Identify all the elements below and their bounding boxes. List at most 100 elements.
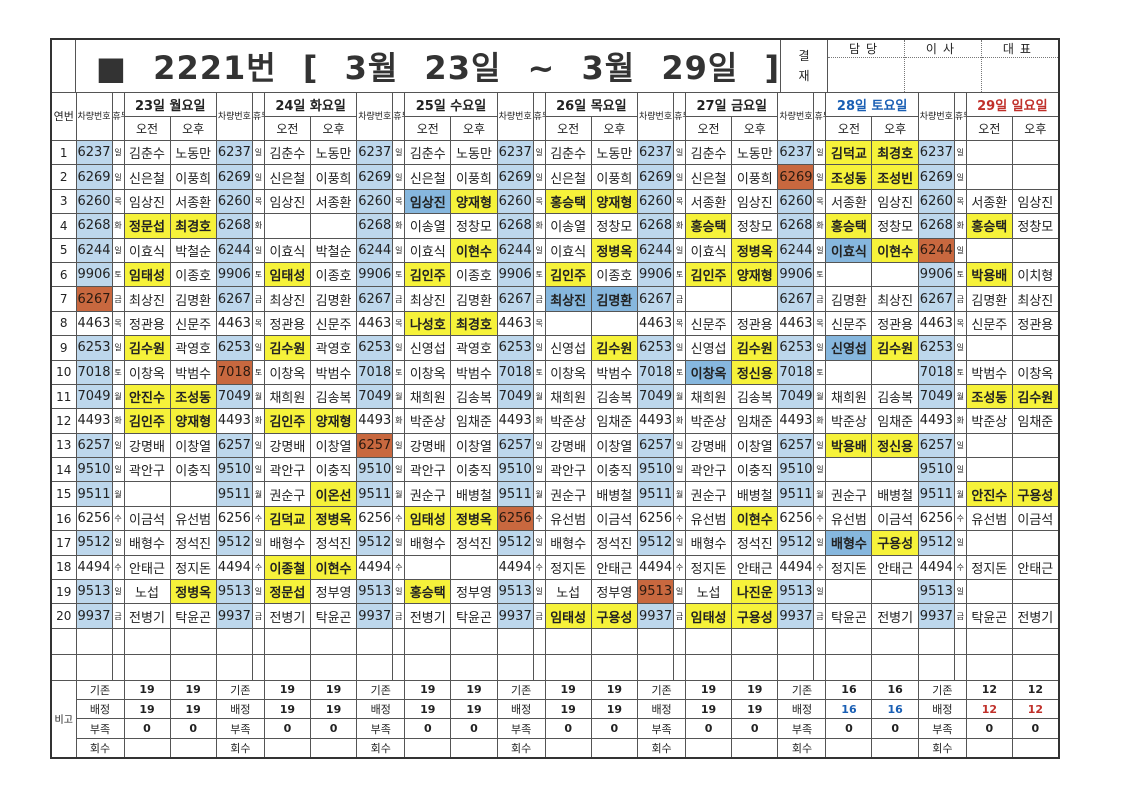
empty-cell[interactable] <box>1011 627 1060 655</box>
pm-driver[interactable]: 임채준 <box>450 408 498 434</box>
pm-driver[interactable]: 정석진 <box>309 530 358 556</box>
pm-driver[interactable]: 유선범 <box>169 505 217 532</box>
am-driver[interactable] <box>825 579 873 605</box>
empty-cell[interactable] <box>215 653 253 681</box>
empty-cell[interactable] <box>917 653 955 681</box>
am-driver[interactable]: 노섭 <box>544 579 592 605</box>
am-driver[interactable]: 김수원 <box>263 335 311 361</box>
empty-cell[interactable] <box>637 653 675 681</box>
pm-driver[interactable]: 구용성 <box>731 603 779 629</box>
am-driver[interactable]: 정지돈 <box>825 554 873 581</box>
am-driver[interactable] <box>965 530 1013 556</box>
am-driver[interactable]: 곽안구 <box>544 457 592 483</box>
am-driver[interactable]: 이효식 <box>123 237 171 263</box>
am-driver[interactable]: 홍승택 <box>685 213 733 239</box>
am-driver[interactable]: 신영섭 <box>825 335 873 361</box>
am-driver[interactable]: 신은철 <box>123 164 171 190</box>
pm-driver[interactable]: 정창모 <box>450 213 498 239</box>
am-driver[interactable]: 홍승택 <box>825 213 873 239</box>
pm-driver[interactable]: 이충직 <box>590 457 639 483</box>
am-driver[interactable]: 신은철 <box>544 164 592 190</box>
pm-driver[interactable]: 안태근 <box>590 554 639 581</box>
am-driver[interactable]: 신문주 <box>685 310 733 337</box>
pm-driver[interactable]: 정창모 <box>871 213 919 239</box>
pm-driver[interactable]: 정병옥 <box>731 237 779 263</box>
am-driver[interactable]: 이종철 <box>263 554 311 581</box>
pm-driver[interactable]: 안태근 <box>871 554 919 581</box>
pm-driver[interactable] <box>1011 579 1060 605</box>
pm-driver[interactable]: 최상진 <box>1011 286 1060 312</box>
am-driver[interactable]: 전병기 <box>263 603 311 629</box>
pm-driver[interactable]: 정관용 <box>731 310 779 337</box>
pm-driver[interactable]: 노동만 <box>590 139 639 166</box>
am-driver[interactable]: 박준상 <box>404 408 452 434</box>
empty-cell[interactable] <box>871 653 919 681</box>
pm-driver[interactable]: 정창모 <box>590 213 639 239</box>
empty-cell[interactable] <box>169 653 217 681</box>
am-driver[interactable]: 홍승택 <box>544 188 592 215</box>
empty-cell[interactable] <box>123 653 171 681</box>
pm-driver[interactable]: 정병옥 <box>309 505 358 532</box>
pm-driver[interactable]: 이현수 <box>450 237 498 263</box>
am-driver[interactable]: 임태성 <box>123 261 171 288</box>
pm-driver[interactable]: 조성빈 <box>871 164 919 190</box>
empty-cell[interactable] <box>544 627 592 655</box>
am-driver[interactable]: 배형수 <box>825 530 873 556</box>
pm-driver[interactable]: 곽영호 <box>450 335 498 361</box>
am-driver[interactable]: 신은철 <box>404 164 452 190</box>
am-driver[interactable]: 이효식 <box>263 237 311 263</box>
pm-driver[interactable]: 노동만 <box>169 139 217 166</box>
am-driver[interactable]: 임태성 <box>544 603 592 629</box>
am-driver[interactable] <box>965 432 1013 459</box>
pm-driver[interactable] <box>871 261 919 288</box>
empty-cell[interactable] <box>392 627 406 655</box>
am-driver[interactable]: 채희원 <box>685 383 733 410</box>
pm-driver[interactable]: 박범수 <box>450 359 498 385</box>
am-driver[interactable]: 조성동 <box>825 164 873 190</box>
empty-cell[interactable] <box>263 653 311 681</box>
am-driver[interactable]: 박준상 <box>685 408 733 434</box>
am-driver[interactable]: 서종환 <box>965 188 1013 215</box>
empty-cell[interactable] <box>50 627 77 655</box>
am-driver[interactable]: 홍승택 <box>404 579 452 605</box>
pm-driver[interactable]: 이종호 <box>450 261 498 288</box>
empty-cell[interactable] <box>309 627 358 655</box>
am-driver[interactable]: 배형수 <box>685 530 733 556</box>
pm-driver[interactable]: 김송복 <box>309 383 358 410</box>
am-driver[interactable]: 노섭 <box>685 579 733 605</box>
pm-driver[interactable]: 김수원 <box>731 335 779 361</box>
pm-driver[interactable] <box>1011 237 1060 263</box>
am-driver[interactable]: 유선범 <box>825 505 873 532</box>
pm-driver[interactable] <box>1011 139 1060 166</box>
empty-cell[interactable] <box>75 627 113 655</box>
am-driver[interactable]: 배형수 <box>544 530 592 556</box>
pm-driver[interactable]: 정창모 <box>1011 213 1060 239</box>
pm-driver[interactable] <box>871 359 919 385</box>
pm-driver[interactable]: 정창모 <box>731 213 779 239</box>
am-driver[interactable]: 배형수 <box>404 530 452 556</box>
am-driver[interactable]: 김덕교 <box>263 505 311 532</box>
pm-driver[interactable] <box>1011 530 1060 556</box>
pm-driver[interactable]: 서종환 <box>169 188 217 215</box>
am-driver[interactable]: 김인주 <box>123 408 171 434</box>
empty-cell[interactable] <box>637 627 675 655</box>
pm-driver[interactable]: 이온선 <box>309 481 358 507</box>
am-driver[interactable]: 임상진 <box>404 188 452 215</box>
am-driver[interactable]: 최상진 <box>123 286 171 312</box>
empty-cell[interactable] <box>731 653 779 681</box>
pm-driver[interactable]: 배병철 <box>871 481 919 507</box>
am-driver[interactable] <box>825 261 873 288</box>
pm-driver[interactable]: 노동만 <box>309 139 358 166</box>
pm-driver[interactable]: 최상진 <box>871 286 919 312</box>
am-driver[interactable]: 이효식 <box>825 237 873 263</box>
pm-driver[interactable] <box>871 579 919 605</box>
pm-driver[interactable]: 안태근 <box>731 554 779 581</box>
pm-driver[interactable]: 정관용 <box>871 310 919 337</box>
pm-driver[interactable]: 김명환 <box>590 286 639 312</box>
empty-cell[interactable] <box>404 627 452 655</box>
am-driver[interactable]: 채희원 <box>544 383 592 410</box>
pm-driver[interactable]: 곽영호 <box>169 335 217 361</box>
am-driver[interactable]: 유선범 <box>965 505 1013 532</box>
am-driver[interactable]: 권순구 <box>685 481 733 507</box>
pm-driver[interactable] <box>450 554 498 581</box>
